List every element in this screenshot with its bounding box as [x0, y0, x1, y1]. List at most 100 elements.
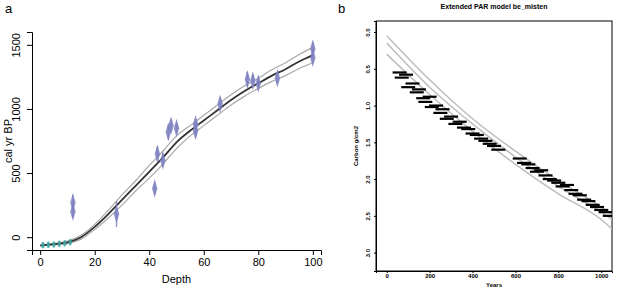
data-point [217, 94, 222, 113]
model-line [40, 55, 313, 245]
tick-mark [374, 142, 376, 143]
data-point [256, 74, 261, 93]
data-point [538, 174, 552, 176]
tick-mark [40, 250, 41, 255]
panel-label: a [5, 1, 13, 16]
data-point [41, 242, 44, 249]
model-line [387, 36, 612, 215]
model-line [40, 63, 313, 246]
chart-panel: 0 200 400 600 800 1000 0.0 0.5 1.0 1.5 2.0 2.5 3.0 Ye… [338, 1, 617, 288]
tick: 2.5 [365, 212, 376, 221]
tick-label: 3.0 [365, 248, 371, 257]
data-point [69, 239, 72, 246]
data-point [58, 241, 61, 248]
data-point [564, 189, 578, 191]
data-point [594, 209, 608, 211]
data-point [152, 179, 157, 198]
data-point [393, 71, 407, 73]
data-point [444, 115, 458, 117]
tick-mark [374, 69, 376, 70]
x-axis-title: Years [486, 282, 503, 288]
tick-label: 1.0 [365, 101, 371, 110]
data-point [412, 88, 426, 90]
data-point [155, 144, 160, 163]
data-point [453, 121, 467, 123]
tick-label: 1000 [10, 97, 22, 121]
data-point [399, 74, 413, 76]
model-line [387, 54, 612, 229]
tick: 500 [10, 164, 32, 182]
tick: 1500 [10, 33, 32, 57]
data-point [599, 211, 612, 213]
tick: 3.0 [365, 248, 376, 257]
data-point [483, 143, 497, 145]
tick-label: 80 [253, 256, 265, 268]
data-point [560, 184, 574, 186]
tick: 60 [198, 250, 210, 268]
data-point [547, 179, 561, 181]
tick-label: 1000 [595, 273, 609, 279]
tick: 20 [89, 250, 101, 268]
tick-label: 1500 [10, 33, 22, 57]
tick: 100 [304, 250, 322, 268]
data-point [405, 82, 419, 84]
y-axis: 0.0 0.5 1.0 1.5 2.0 2.5 3.0 [365, 22, 377, 272]
data-point [423, 96, 437, 98]
data-point [160, 151, 165, 170]
data-point [429, 104, 443, 106]
tick: 40 [144, 250, 156, 268]
tick-mark [374, 179, 376, 180]
data-point [114, 205, 119, 224]
tick-label: 0 [386, 273, 390, 279]
tick-mark [313, 250, 314, 255]
data-point [478, 140, 492, 142]
tick-mark [27, 45, 32, 46]
tick-mark [95, 250, 96, 255]
data-point [410, 91, 424, 93]
data-point [521, 163, 535, 165]
tick-label: 0.5 [365, 64, 371, 73]
tick: 1.0 [365, 101, 376, 110]
panel-label: b [338, 1, 345, 16]
data-point [461, 128, 475, 130]
axis-line [33, 251, 322, 256]
tick-mark [258, 250, 259, 255]
y-axis-title: cal yr BP [2, 119, 14, 163]
data-point [436, 108, 450, 110]
tick: 1000 [595, 271, 609, 279]
tick: 1000 [10, 97, 32, 121]
data-point [70, 202, 75, 221]
x-axis: 0 20 40 60 80 100 [33, 250, 323, 268]
data-point [275, 69, 280, 88]
data-point [581, 200, 595, 202]
x-axis-title: Depth [162, 273, 191, 285]
data-point [245, 70, 250, 89]
data-point [474, 138, 488, 140]
plot-frame [376, 21, 612, 271]
plot-area [387, 36, 612, 229]
data-point [193, 115, 198, 134]
tick: 0.0 [365, 28, 376, 37]
tick-label: 800 [554, 273, 565, 279]
tick-label: 0.0 [365, 28, 371, 37]
tick-label: 0 [10, 235, 22, 241]
data-point [433, 112, 447, 114]
tick: 0 [38, 250, 44, 268]
data-point [47, 242, 50, 249]
data-point [440, 118, 454, 120]
tick: 400 [468, 271, 479, 279]
tick-label: 2.0 [365, 175, 371, 184]
axis-line [27, 33, 33, 251]
data-point [534, 169, 548, 171]
tick-mark [27, 109, 32, 110]
data-point [470, 134, 484, 136]
plot-area [40, 39, 315, 248]
tick-label: 400 [468, 273, 479, 279]
tick: 600 [511, 271, 522, 279]
tick: 1.5 [365, 138, 376, 147]
tick-label: 200 [425, 273, 436, 279]
tick-label: 60 [198, 256, 210, 268]
model-line [387, 43, 612, 219]
tick: 0 [10, 235, 32, 241]
chart-panel: 020406080100050010001500Depthcal yr BPa [2, 1, 323, 285]
